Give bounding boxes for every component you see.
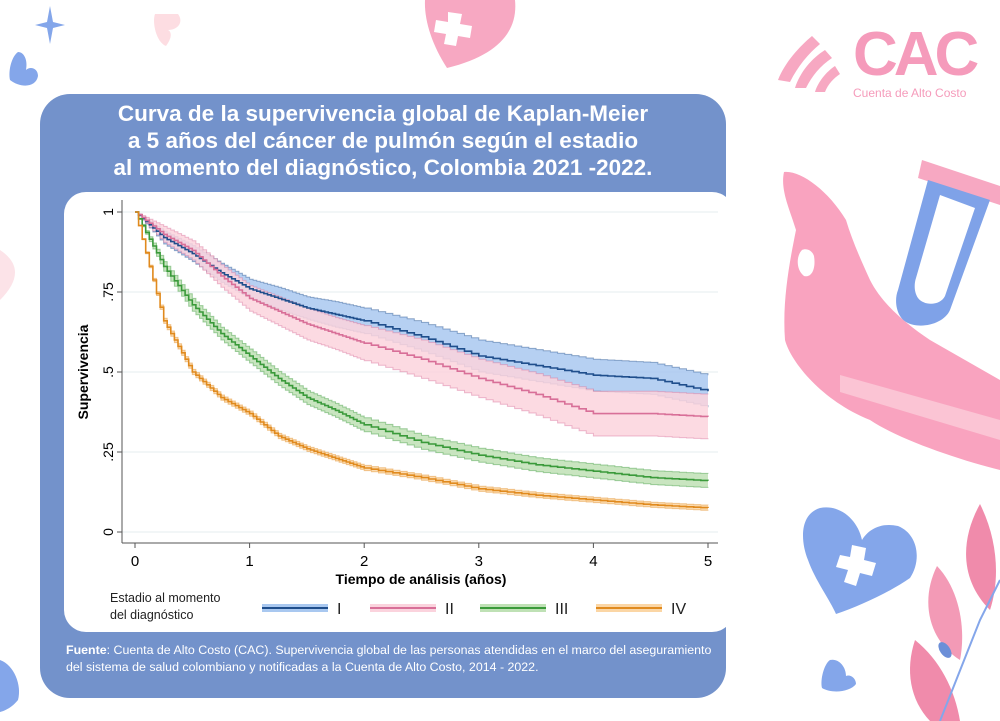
blue-heart-icon — [9, 52, 39, 86]
title-line-1: Curva de la supervivencia global de Kapl… — [117, 101, 649, 126]
hand-illustration-icon — [783, 171, 1000, 470]
legend-label-II: II — [445, 601, 454, 618]
x-tick-label: 3 — [475, 553, 483, 570]
x-tick-label: 2 — [360, 553, 368, 570]
survival-lines — [135, 211, 709, 509]
pink-blob-left-icon — [0, 250, 15, 300]
logo-mark: CAC — [853, 20, 979, 89]
legend-label-III: III — [555, 601, 568, 618]
legend-label-I: I — [337, 601, 341, 618]
sparkle-icon — [35, 6, 65, 44]
x-tick-label: 4 — [589, 553, 597, 570]
x-tick-label: 5 — [704, 553, 712, 570]
title-line-2: a 5 años del cáncer de pulmón según el e… — [127, 128, 639, 153]
cac-logo-stripes-icon — [778, 36, 840, 92]
series-line-III — [135, 211, 709, 482]
ci-upper-II — [135, 211, 709, 395]
y-tick-label: .25 — [100, 442, 116, 462]
legend: Estadio al momento del diagnóstico I II II… — [110, 591, 686, 622]
axes: 0 .25 .5 .75 1 0 1 2 3 4 5 — [100, 200, 718, 570]
y-tick-label: 1 — [100, 208, 116, 216]
source-text: : Cuenta de Alto Costo (CAC). Superviven… — [66, 643, 712, 674]
series-line-IV — [135, 211, 709, 509]
series-line-II — [135, 211, 709, 418]
ci-band-I — [135, 212, 708, 408]
y-tick-label: 0 — [100, 528, 116, 536]
x-tick-label: 1 — [245, 553, 253, 570]
x-tick-label: 0 — [131, 553, 139, 570]
light-pink-heart-icon — [154, 14, 181, 46]
y-tick-label: .5 — [100, 366, 116, 378]
y-tick-label: .75 — [100, 282, 116, 302]
ci-upper-IV — [135, 211, 709, 506]
source-note: Fuente: Cuenta de Alto Costo (CAC). Supe… — [66, 642, 726, 676]
ci-bands — [135, 211, 709, 511]
title-line-3: al momento del diagnóstico, Colombia 202… — [113, 155, 653, 180]
legend-title-line-1: Estadio al momento — [110, 591, 221, 605]
ci-lower-II — [135, 211, 709, 440]
y-axis-title: Supervivencia — [75, 324, 91, 419]
x-axis-title: Tiempo de análisis (años) — [336, 571, 507, 587]
blue-corner-blob-icon — [0, 660, 20, 712]
legend-label-IV: IV — [671, 601, 686, 618]
leaves-illustration-icon — [910, 504, 1000, 721]
ci-upper-III — [135, 211, 709, 474]
legend-title-line-2: del diagnóstico — [110, 608, 193, 622]
source-label: Fuente — [66, 643, 107, 657]
test-tube-icon — [896, 160, 1000, 326]
chart-title: Curva de la supervivencia global de Kapl… — [40, 100, 726, 181]
blue-heart-cross-icon — [803, 507, 917, 614]
pink-heart-cross-icon — [424, 0, 516, 68]
ci-lower-III — [135, 211, 709, 488]
ci-band-III — [135, 212, 708, 488]
ci-band-II — [135, 212, 708, 440]
small-blue-heart-icon — [821, 659, 856, 692]
logo-text: Cuenta de Alto Costo — [853, 86, 967, 100]
